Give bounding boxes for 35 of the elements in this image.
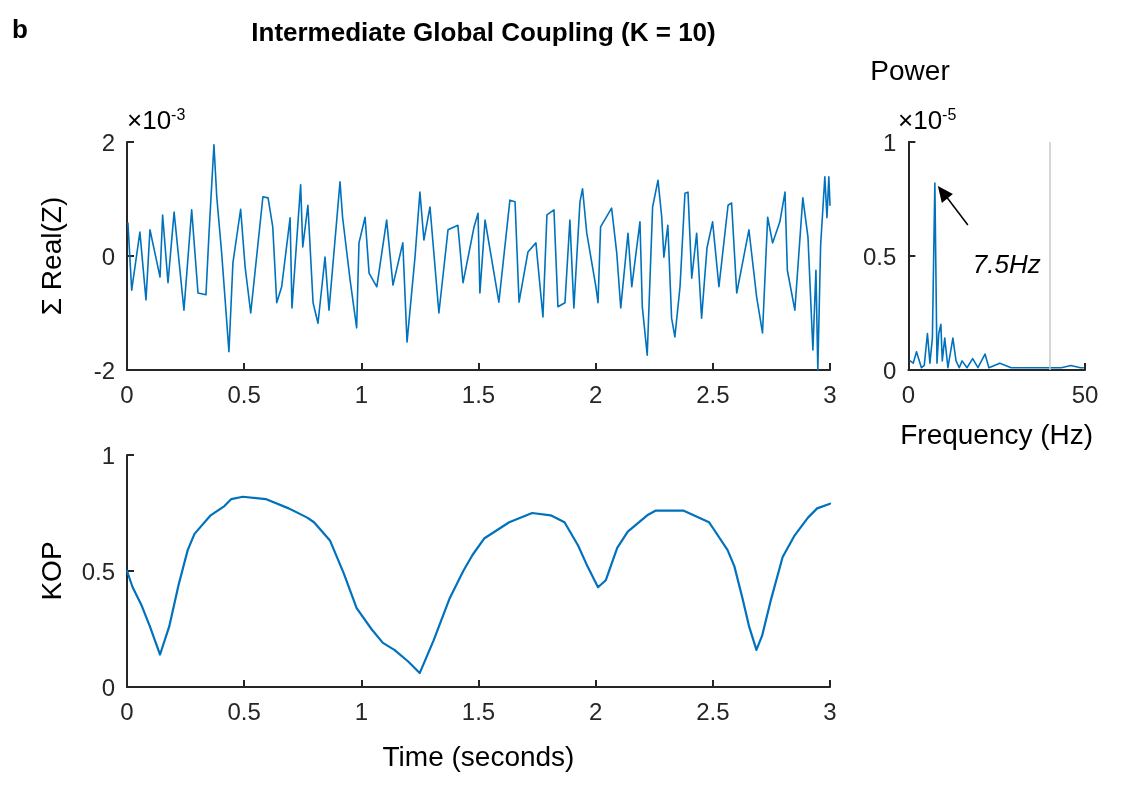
x-tick-label: 2.5 (696, 697, 730, 725)
x-tick-label: 3 (823, 697, 837, 725)
y-tick-label: 1 (101, 441, 115, 469)
x-tick-label: 3 (823, 380, 837, 408)
x-tick-label: 2 (588, 380, 603, 408)
x-tick-label: 50 (1071, 380, 1099, 408)
annotation: 7.5Hz (972, 249, 1041, 280)
x-axis-title: Frequency (Hz) (900, 418, 1094, 450)
line-series (125, 495, 832, 675)
x-tick-label: 1 (354, 380, 369, 408)
y-tick-label: 0 (101, 242, 115, 270)
text: b (12, 14, 28, 44)
y-tick-label: 0 (883, 356, 897, 384)
x-axis-title: Time (seconds) (382, 740, 575, 772)
x-tick-label: 2 (588, 697, 603, 725)
x-tick-label: 1.5 (461, 380, 496, 408)
y-axis-title: Power (870, 54, 950, 86)
chart-title: Intermediate Global Coupling (K = 10) (251, 17, 716, 47)
x-tick-label: 0 (901, 380, 916, 408)
y-axis-title: Σ Real(Z) (35, 196, 67, 316)
x-tick-label: 1.5 (461, 697, 496, 725)
x-tick-label: 0 (120, 697, 134, 725)
x-tick-label: 0 (120, 380, 134, 408)
y-tick-label: 2 (101, 128, 115, 156)
x-tick-label: 2.5 (696, 380, 730, 408)
line-series (127, 144, 831, 371)
y-tick-label: 1 (883, 128, 897, 156)
y-axis-title: KOP (35, 541, 67, 601)
x-tick-label: 0.5 (227, 380, 261, 408)
y-tick-label: 0 (101, 673, 115, 701)
y-tick-label: 0.5 (862, 242, 897, 270)
x-tick-label: 0.5 (227, 697, 261, 725)
y-tick-label: -2 (93, 356, 115, 384)
y-tick-label: 0.5 (81, 557, 115, 585)
x-tick-label: 1 (354, 697, 369, 725)
